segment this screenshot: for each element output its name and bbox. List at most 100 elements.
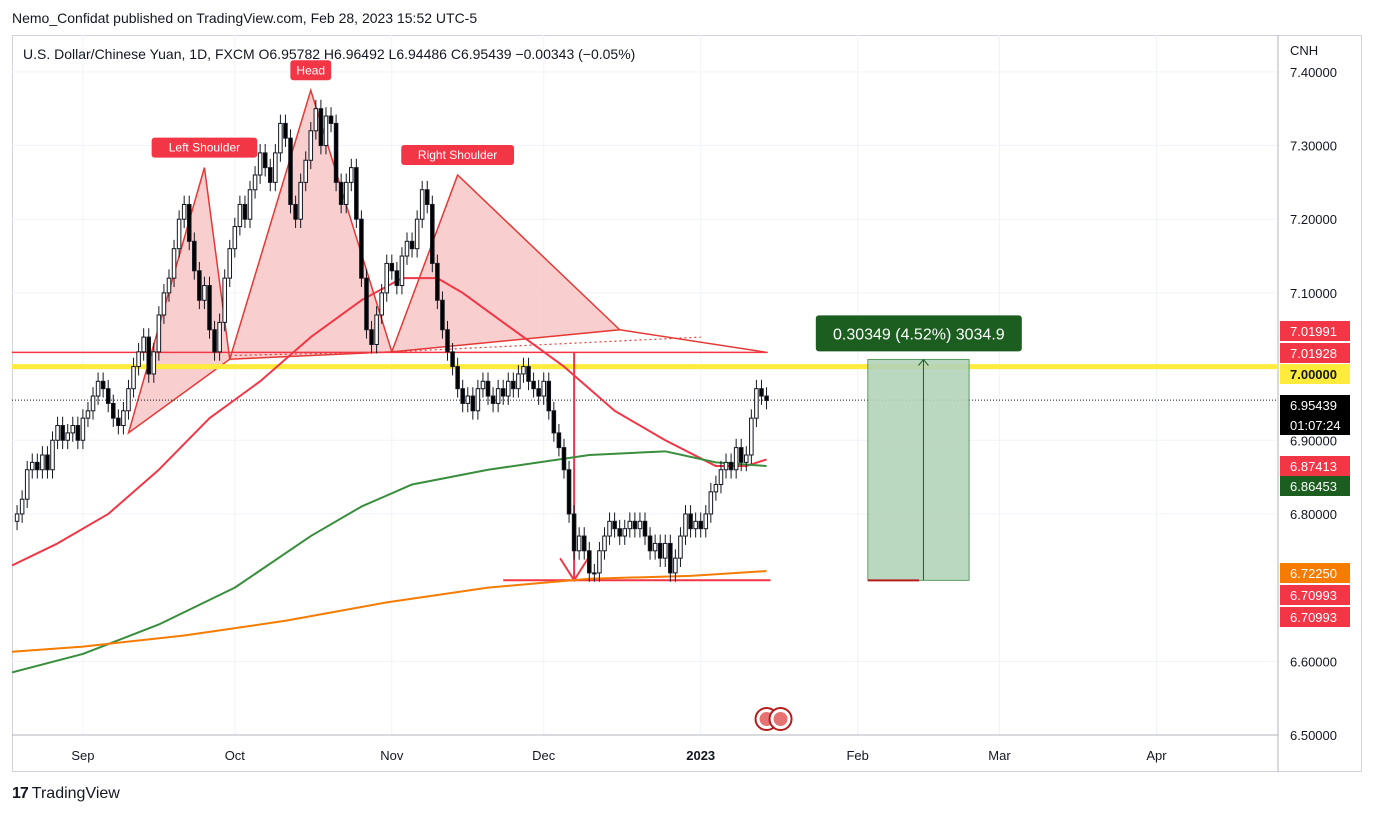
candle bbox=[217, 313, 222, 361]
ohlc-legend-part: 6.95782 bbox=[269, 46, 320, 62]
candle-body bbox=[384, 262, 390, 294]
candle bbox=[738, 438, 744, 472]
candle bbox=[354, 158, 359, 229]
pattern-label-bg bbox=[151, 137, 258, 158]
candle-body bbox=[657, 542, 663, 559]
pattern-label-bg bbox=[401, 145, 515, 165]
pattern-triangle bbox=[390, 173, 622, 353]
candle bbox=[389, 254, 395, 280]
candle bbox=[728, 453, 734, 479]
candle-body bbox=[581, 535, 587, 552]
candle bbox=[273, 144, 278, 192]
candle-body bbox=[313, 108, 319, 132]
candle bbox=[445, 320, 450, 361]
pattern-label-left-shoulder: Left Shoulder bbox=[151, 137, 258, 158]
candle bbox=[470, 387, 476, 420]
price-tag-bg bbox=[1280, 395, 1350, 435]
candle bbox=[313, 99, 319, 140]
candle-body bbox=[607, 520, 612, 537]
candle-body bbox=[668, 542, 673, 574]
candle-body bbox=[369, 329, 374, 345]
candle bbox=[698, 512, 703, 538]
candle-body bbox=[45, 454, 50, 471]
candle-body bbox=[111, 402, 116, 419]
candle bbox=[186, 195, 192, 251]
candle-body bbox=[273, 152, 278, 183]
pattern-label-text: Head bbox=[296, 63, 325, 77]
candle bbox=[561, 438, 567, 479]
candle bbox=[455, 357, 460, 398]
candle bbox=[754, 379, 759, 427]
candle bbox=[374, 306, 379, 354]
candle bbox=[176, 210, 182, 258]
candle bbox=[262, 144, 268, 177]
price-tag: 6.70993 bbox=[1280, 607, 1350, 627]
time-tick-label: Mar bbox=[988, 748, 1011, 763]
candle-body bbox=[764, 395, 769, 401]
target-box-arrowhead bbox=[918, 358, 929, 366]
candle-body bbox=[718, 469, 724, 485]
time-tick-label: Feb bbox=[846, 748, 868, 763]
candle-body bbox=[75, 425, 81, 441]
pattern-label-text: Right Shoulder bbox=[418, 148, 497, 162]
candle-body bbox=[85, 410, 91, 419]
candle-body bbox=[642, 520, 648, 537]
candle-body bbox=[576, 535, 582, 552]
candle bbox=[430, 195, 435, 273]
ohlc-legend-part: L bbox=[389, 46, 397, 62]
candle-body bbox=[323, 115, 329, 147]
candle-body bbox=[35, 461, 40, 471]
price-tick-label: 6.90000 bbox=[1290, 433, 1337, 448]
candle-body bbox=[217, 321, 222, 353]
candle-body bbox=[80, 417, 86, 441]
candle bbox=[14, 505, 20, 531]
candles bbox=[14, 99, 769, 582]
candle-body bbox=[678, 535, 683, 559]
candle bbox=[556, 424, 562, 457]
price-tag: 6.95439 01:07:24 bbox=[1280, 395, 1350, 435]
candle bbox=[232, 217, 238, 258]
candle-body bbox=[308, 130, 314, 161]
candle-body bbox=[409, 240, 415, 250]
candle-body bbox=[136, 351, 141, 368]
candle-body bbox=[404, 240, 410, 257]
candle-body bbox=[298, 181, 303, 220]
candle-body bbox=[374, 314, 379, 345]
candle-body bbox=[349, 167, 354, 183]
ohlc-legend-part: H bbox=[324, 46, 334, 62]
candle bbox=[90, 387, 96, 420]
candle bbox=[404, 232, 410, 265]
time-tick-label: Dec bbox=[532, 748, 556, 763]
candle-body bbox=[161, 292, 167, 316]
candle-body bbox=[131, 366, 136, 390]
candle-body bbox=[207, 285, 212, 331]
price-tag-bg bbox=[1280, 476, 1350, 496]
candle bbox=[121, 401, 126, 435]
candle bbox=[303, 151, 308, 192]
price-tag: 7.01991 bbox=[1280, 321, 1350, 341]
candle-body bbox=[551, 410, 557, 434]
candle bbox=[440, 291, 445, 339]
candle-body bbox=[500, 388, 506, 397]
price-tag-label: 7.01928 bbox=[1290, 346, 1337, 361]
candle bbox=[116, 409, 121, 435]
candle bbox=[566, 460, 572, 523]
candle bbox=[637, 512, 643, 538]
chart-frame bbox=[12, 35, 1362, 772]
candle-body bbox=[60, 425, 65, 441]
price-tick-label: 6.60000 bbox=[1290, 654, 1337, 669]
candle bbox=[708, 483, 714, 523]
candle bbox=[252, 166, 258, 199]
ohlc-legend-part: O bbox=[259, 46, 270, 62]
candle-body bbox=[252, 174, 258, 191]
price-tick-label: 7.20000 bbox=[1290, 212, 1337, 227]
price-tick-label: 7.10000 bbox=[1290, 286, 1337, 301]
candle bbox=[531, 372, 536, 398]
time-tick-label: Apr bbox=[1146, 748, 1167, 763]
candle bbox=[480, 372, 486, 398]
candle bbox=[764, 387, 769, 410]
candle-body bbox=[470, 395, 476, 412]
price-chart[interactable]: 0.30349 (4.52%) 3034.9 Left Shoulder Head R… bbox=[12, 35, 1362, 772]
price-tag: 6.86453 bbox=[1280, 476, 1350, 496]
price-tag: 6.72250 bbox=[1280, 563, 1350, 583]
